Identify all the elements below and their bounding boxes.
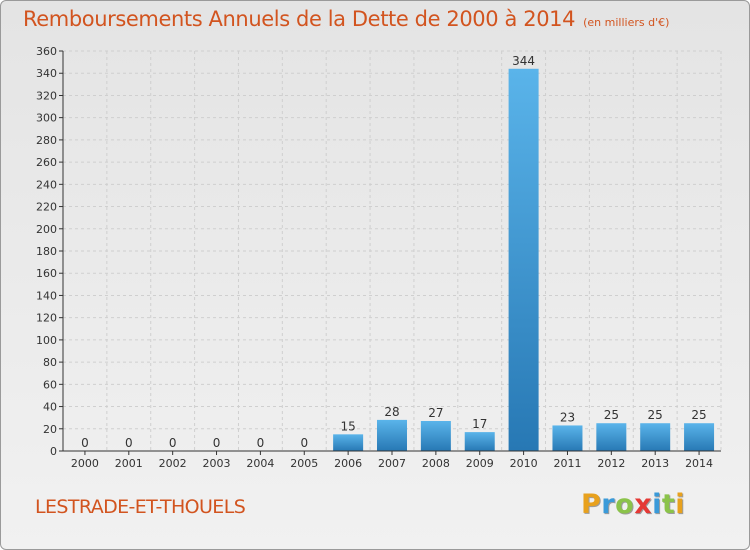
x-tick-label-2009: 2009 bbox=[466, 457, 494, 470]
commune-name: LESTRADE-ET-THOUELS bbox=[35, 496, 246, 518]
y-tick-label: 180 bbox=[36, 245, 57, 258]
x-tick-label-2013: 2013 bbox=[641, 457, 669, 470]
x-tick-label-2000: 2000 bbox=[71, 457, 99, 470]
value-label-2010: 344 bbox=[512, 54, 535, 68]
y-tick-label: 260 bbox=[36, 156, 57, 169]
logo-letter: i bbox=[652, 489, 662, 520]
value-label-2007: 28 bbox=[384, 405, 399, 419]
bar-2008 bbox=[420, 421, 451, 451]
x-tick-label-2010: 2010 bbox=[510, 457, 538, 470]
chart-title: Remboursements Annuels de la Dette de 20… bbox=[23, 7, 669, 31]
y-tick-label: 320 bbox=[36, 89, 57, 102]
y-tick-label: 40 bbox=[43, 401, 57, 414]
value-label-2012: 25 bbox=[604, 408, 619, 422]
x-tick-label-2005: 2005 bbox=[290, 457, 318, 470]
value-label-2000: 0 bbox=[81, 436, 89, 450]
bar-2010 bbox=[508, 68, 539, 452]
proxiti-logo: Proxiti bbox=[581, 489, 685, 520]
y-tick-label: 220 bbox=[36, 201, 57, 214]
value-label-2011: 23 bbox=[560, 410, 575, 424]
value-label-2003: 0 bbox=[213, 436, 221, 450]
logo-letter: o bbox=[615, 489, 635, 520]
y-tick-label: 240 bbox=[36, 178, 57, 191]
value-label-2013: 25 bbox=[648, 408, 663, 422]
bar-2007 bbox=[377, 419, 407, 451]
value-label-2001: 0 bbox=[125, 436, 133, 450]
y-tick-label: 20 bbox=[43, 423, 57, 436]
y-tick-label: 280 bbox=[36, 134, 57, 147]
logo-letter: i bbox=[675, 489, 686, 520]
x-tick-label-2003: 2003 bbox=[203, 457, 231, 470]
logo-letter: r bbox=[601, 489, 616, 520]
logo-letter: P bbox=[581, 489, 602, 520]
bar-2009 bbox=[464, 432, 495, 451]
y-tick-label: 120 bbox=[36, 312, 57, 325]
y-tick-label: 200 bbox=[36, 223, 57, 236]
x-tick-label-2006: 2006 bbox=[334, 457, 362, 470]
value-label-2009: 17 bbox=[472, 417, 487, 431]
chart-unit-label: (en milliers d'€) bbox=[583, 16, 670, 29]
x-tick-label-2002: 2002 bbox=[159, 457, 187, 470]
y-tick-label: 160 bbox=[36, 267, 57, 280]
y-tick-label: 300 bbox=[36, 112, 57, 125]
value-label-2008: 27 bbox=[428, 406, 443, 420]
y-tick-label: 80 bbox=[43, 356, 57, 369]
x-tick-label-2007: 2007 bbox=[378, 457, 406, 470]
bar-2006 bbox=[333, 434, 364, 451]
y-tick-label: 0 bbox=[50, 445, 57, 458]
labels: 0204060801001201401601802002202402602803… bbox=[36, 45, 713, 470]
y-tick-label: 60 bbox=[43, 378, 57, 391]
x-tick-label-2001: 2001 bbox=[115, 457, 143, 470]
logo-letter: x bbox=[634, 489, 653, 520]
chart-title-text: Remboursements Annuels de la Dette de 20… bbox=[23, 7, 576, 31]
y-tick-label: 340 bbox=[36, 67, 57, 80]
value-label-2004: 0 bbox=[257, 436, 265, 450]
value-label-2005: 0 bbox=[300, 436, 308, 450]
x-tick-label-2012: 2012 bbox=[597, 457, 625, 470]
x-tick-label-2008: 2008 bbox=[422, 457, 450, 470]
bars bbox=[333, 68, 715, 452]
x-tick-label-2014: 2014 bbox=[685, 457, 713, 470]
logo-letter: t bbox=[661, 489, 676, 520]
bar-2013 bbox=[640, 423, 671, 451]
grid-lines bbox=[62, 50, 722, 452]
axes bbox=[59, 50, 721, 455]
value-label-2014: 25 bbox=[691, 408, 706, 422]
x-tick-label-2011: 2011 bbox=[553, 457, 581, 470]
y-tick-label: 360 bbox=[36, 45, 57, 58]
bar-2014 bbox=[684, 423, 715, 451]
y-tick-label: 100 bbox=[36, 334, 57, 347]
x-tick-label-2004: 2004 bbox=[246, 457, 274, 470]
bar-2011 bbox=[552, 425, 583, 451]
value-label-2006: 15 bbox=[340, 419, 355, 433]
bar-2012 bbox=[596, 423, 627, 451]
value-label-2002: 0 bbox=[169, 436, 177, 450]
y-tick-label: 140 bbox=[36, 289, 57, 302]
